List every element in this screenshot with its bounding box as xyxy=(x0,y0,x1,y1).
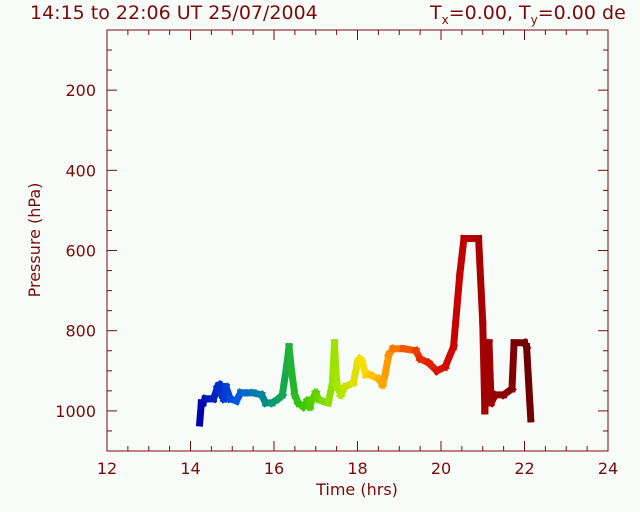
y-axis-label: Pressure (hPa) xyxy=(25,183,44,298)
series-segment xyxy=(285,342,296,375)
series-segment xyxy=(330,339,340,375)
x-tick-label: 24 xyxy=(598,459,618,478)
series-segment xyxy=(485,339,495,407)
x-tick-label: 16 xyxy=(264,459,284,478)
x-ticks xyxy=(106,30,609,451)
series-segment xyxy=(474,234,487,327)
subtitle-x-val: =0.00, xyxy=(449,2,519,24)
subtitle-t2: T xyxy=(518,2,531,24)
series-segment xyxy=(522,343,535,423)
y-tick-label: 600 xyxy=(65,242,96,261)
pressure-series xyxy=(195,234,535,427)
x-tick-label: 12 xyxy=(97,459,117,478)
x-tick-label: 22 xyxy=(514,459,534,478)
y-tick-label: 800 xyxy=(65,322,96,341)
x-tick-label: 20 xyxy=(431,459,451,478)
series-segment xyxy=(449,270,464,351)
series-segment xyxy=(287,366,299,399)
plot-frame xyxy=(106,29,609,452)
y-tick-label: 400 xyxy=(65,161,96,180)
y-tick-labels: 200 400 600 800 1000 xyxy=(55,81,96,421)
subtitle-y-sub: y xyxy=(531,13,538,27)
chart-subtitle: Tx=0.00, Ty=0.00 de xyxy=(429,2,626,27)
x-axis-label: Time (hrs) xyxy=(315,480,398,499)
x-tick-label: 18 xyxy=(347,459,367,478)
y-ticks xyxy=(107,49,608,452)
chart-title: 14:15 to 22:06 UT 25/07/2004 xyxy=(30,2,318,24)
y-tick-label: 1000 xyxy=(55,402,96,421)
series-segment xyxy=(508,339,518,393)
subtitle-t: T xyxy=(429,2,442,24)
series-segment xyxy=(455,234,468,279)
series-segment xyxy=(278,362,291,399)
y-tick-label: 200 xyxy=(65,81,96,100)
x-tick-labels: 12 14 16 18 20 22 24 xyxy=(97,459,618,478)
subtitle-y-val: =0.00 de xyxy=(538,2,626,24)
title-row: 14:15 to 22:06 UT 25/07/2004 Tx=0.00, Ty… xyxy=(30,2,626,27)
subtitle-x-sub: x xyxy=(442,13,449,27)
x-tick-label: 14 xyxy=(180,459,200,478)
